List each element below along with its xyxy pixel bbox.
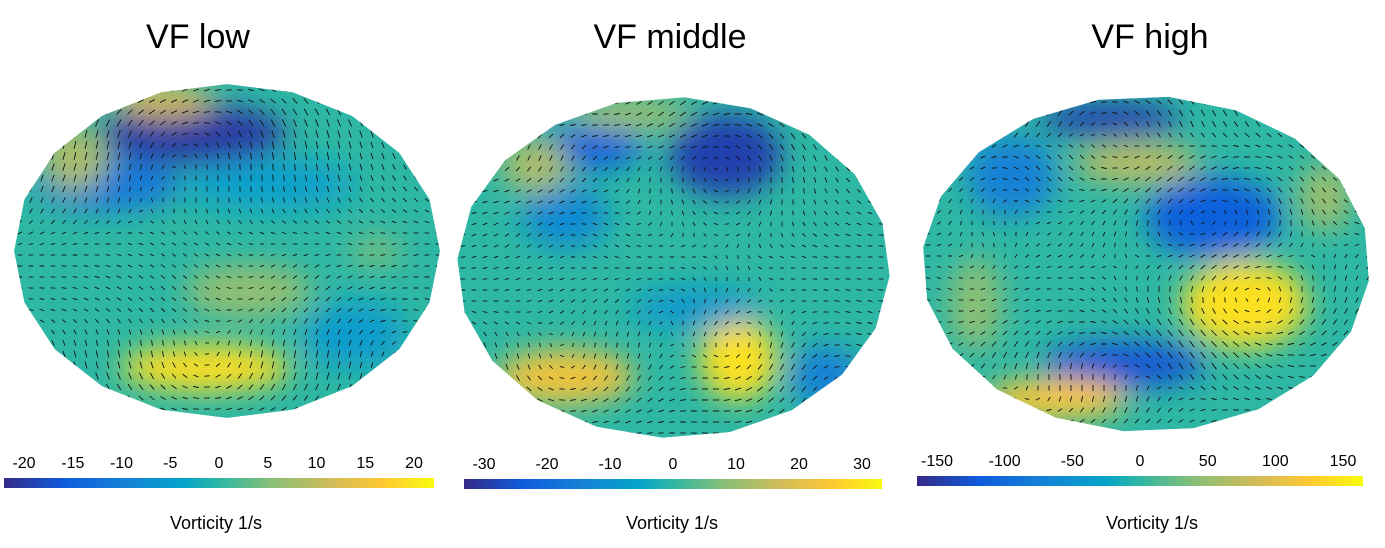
vorticity-region xyxy=(1298,163,1353,231)
vorticity-region xyxy=(1038,102,1182,137)
vorticity-region xyxy=(699,318,778,401)
vorticity-region xyxy=(303,301,406,368)
colorbar-tick-label: 0 xyxy=(669,456,678,473)
vorticity-region xyxy=(522,185,609,247)
colorbar: -150 -100 -50 0 50 100 150 xyxy=(917,453,1363,486)
vorticity-region xyxy=(500,137,570,193)
vorticity-region xyxy=(1074,143,1200,184)
colorbar-tick-label: -10 xyxy=(110,455,133,472)
vorticity-region xyxy=(350,237,402,265)
panel-vf-middle: VF middle -30 -20 -10 0 10 20 30 Vorticity 1/s xyxy=(457,18,890,533)
vorticity-region xyxy=(184,157,355,211)
colorbar-tick-label: -20 xyxy=(12,455,35,472)
colorbar-tick-label: 50 xyxy=(1199,453,1217,470)
colorbar-tick-label: 10 xyxy=(727,456,745,473)
panel-vf-low: VF low -20 -15 -10 -5 0 5 10 15 20 Vorticity 1/s xyxy=(4,18,440,533)
vorticity-map xyxy=(457,97,890,438)
vorticity-region xyxy=(966,136,1057,217)
vorticity-region xyxy=(790,345,860,408)
colorbar-tick-label: -50 xyxy=(1061,453,1084,470)
colorbar-tick-label: 0 xyxy=(1136,453,1145,470)
colorbar-tick-label: 30 xyxy=(853,456,871,473)
vorticity-region xyxy=(630,287,761,329)
colorbar-gradient xyxy=(464,479,882,489)
colorbar-tick-label: -5 xyxy=(163,455,177,472)
vorticity-region xyxy=(984,378,1129,419)
colorbar-tick-label: 0 xyxy=(215,455,224,472)
vorticity-region xyxy=(1181,260,1308,348)
colorbar-tick-label: 20 xyxy=(405,455,423,472)
vorticity-region xyxy=(669,114,782,196)
colorbar: -20 -15 -10 -5 0 5 10 15 20 xyxy=(4,455,434,488)
colorbar-tick-label: 10 xyxy=(308,455,326,472)
vorticity-region xyxy=(120,344,291,392)
colorbar-tick-label: 100 xyxy=(1262,453,1289,470)
colorbar-label: Vorticity 1/s xyxy=(170,513,262,533)
panel-title: VF high xyxy=(1091,18,1208,56)
colorbar-tick-label: -100 xyxy=(989,453,1021,470)
panel-title: VF low xyxy=(146,18,250,56)
colorbar-tick-label: -30 xyxy=(472,456,495,473)
colorbar-tick-label: -15 xyxy=(61,455,84,472)
panel-title: VF middle xyxy=(593,18,746,56)
vorticity-region xyxy=(99,104,287,165)
colorbar-tick-label: 15 xyxy=(356,455,374,472)
colorbar-tick-label: -20 xyxy=(535,456,558,473)
colorbar-tick-label: 5 xyxy=(263,455,272,472)
colorbar: -30 -20 -10 0 10 20 30 xyxy=(464,456,882,489)
panel-vf-high: VF high -150 -100 -50 0 50 100 150 Vorticity 1… xyxy=(917,18,1369,533)
vorticity-map xyxy=(923,96,1369,432)
vorticity-region xyxy=(1146,176,1281,258)
colorbar-tick-label: 150 xyxy=(1330,453,1357,470)
colorbar-tick-label: -10 xyxy=(598,456,621,473)
vorticity-region xyxy=(184,264,313,318)
colorbar-label: Vorticity 1/s xyxy=(626,513,718,533)
colorbar-tick-label: -150 xyxy=(921,453,953,470)
vorticity-region xyxy=(948,257,1003,352)
colorbar-tick-label: 20 xyxy=(790,456,808,473)
colorbar-label: Vorticity 1/s xyxy=(1106,513,1198,533)
colorbar-gradient xyxy=(4,478,434,488)
vorticity-map xyxy=(14,84,440,418)
colorbar-gradient xyxy=(917,476,1363,486)
